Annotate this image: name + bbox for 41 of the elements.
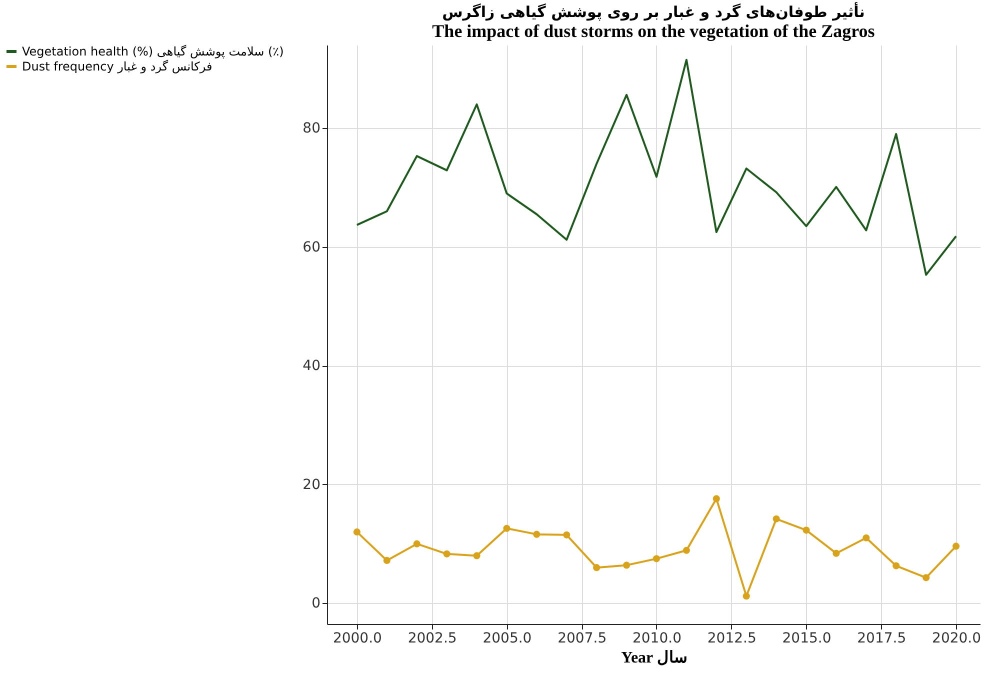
point — [802, 526, 810, 534]
point — [742, 592, 750, 600]
point — [682, 546, 690, 554]
x-tick-label: 2017.5 — [857, 630, 906, 646]
point — [952, 542, 960, 550]
y-tick-label: 0 — [312, 596, 320, 612]
point — [832, 550, 840, 557]
chart-subtitle: The impact of dust storms on the vegetation of the Zagros — [432, 21, 875, 41]
point — [892, 562, 900, 570]
legend-label: Vegetation health (%) سلامت پوشش گیاهی (٪) — [22, 44, 284, 58]
x-tick-label: 2010.0 — [632, 630, 682, 646]
x-tick-label: 2012.5 — [707, 630, 756, 646]
point — [473, 552, 480, 560]
x-tick-label: 2015.0 — [782, 630, 832, 646]
point — [862, 534, 870, 542]
y-tick-label: 40 — [302, 358, 320, 374]
point — [623, 562, 630, 569]
chart-title: نأثیر طوفان‌های گرد و غبار بر روی پوشش گیاهی زاگرس — [442, 2, 865, 21]
line-series — [356, 58, 958, 276]
point — [383, 556, 390, 564]
y-tick-label: 60 — [302, 239, 320, 256]
point — [652, 555, 660, 562]
y-tick-label: 80 — [302, 120, 320, 137]
x-tick-label: 2000.0 — [332, 630, 382, 646]
point — [353, 528, 360, 536]
y-tick-label: 20 — [302, 476, 320, 493]
point — [503, 524, 510, 532]
x-tick-label: 2020.0 — [932, 630, 982, 646]
point — [712, 495, 720, 502]
point — [772, 515, 780, 522]
legend-label: Dust frequency فرکانس گرد و غبار — [22, 60, 212, 74]
point — [443, 550, 450, 558]
x-tick-label: 2005.0 — [482, 630, 532, 646]
point — [922, 574, 930, 582]
x-tick-label: 2007.5 — [558, 630, 607, 646]
point — [413, 540, 420, 548]
x-tick-label: 2002.5 — [408, 630, 457, 646]
x-axis-title: Year سال — [621, 650, 687, 666]
point — [593, 564, 600, 572]
point — [563, 531, 570, 538]
point — [533, 530, 540, 538]
